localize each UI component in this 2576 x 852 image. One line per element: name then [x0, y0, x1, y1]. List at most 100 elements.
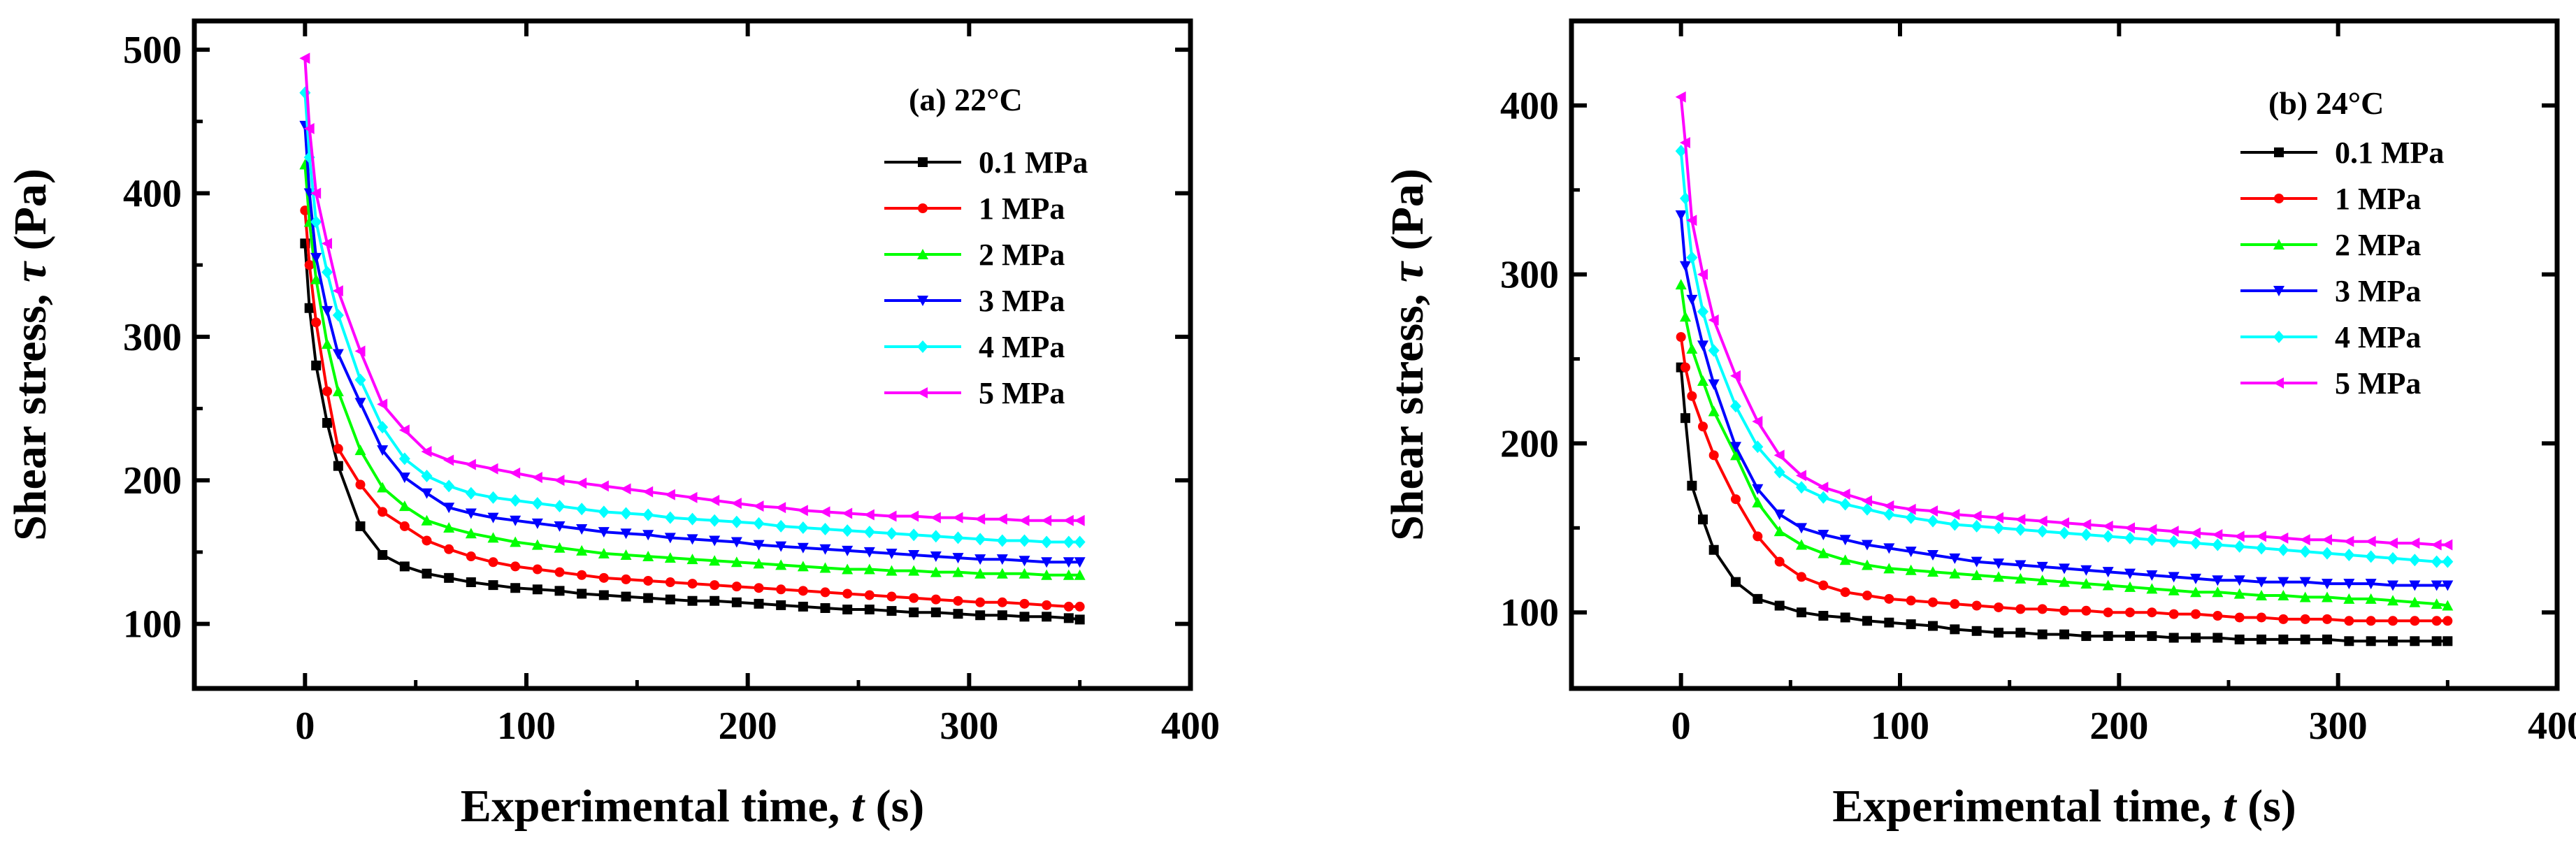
data-point	[1697, 375, 1708, 386]
y-axis-variable: τ	[5, 261, 56, 282]
data-point	[1752, 497, 1764, 508]
data-point	[2409, 537, 2420, 549]
data-point	[1796, 470, 1806, 482]
data-point	[1041, 557, 1053, 568]
data-point	[466, 577, 476, 588]
data-point	[354, 345, 366, 357]
data-point	[1839, 488, 1850, 500]
data-point	[1730, 442, 1741, 453]
data-point	[2146, 583, 2158, 594]
plot-frame	[192, 18, 1193, 691]
data-point	[399, 561, 410, 572]
data-point	[1698, 421, 1708, 432]
data-point	[2190, 527, 2201, 539]
data-point	[310, 215, 322, 229]
legend-marker	[2273, 377, 2284, 389]
data-point	[1796, 539, 1807, 550]
data-point	[443, 503, 455, 514]
data-point	[2388, 636, 2398, 647]
data-point	[1905, 564, 1917, 575]
data-point	[1971, 510, 1982, 522]
data-point	[532, 564, 542, 575]
y-axis-title-text: Shear stress,	[1382, 282, 1433, 541]
data-point	[1074, 514, 1085, 526]
data-point	[930, 594, 941, 605]
data-point	[2147, 631, 2157, 642]
data-point	[1019, 514, 1030, 526]
data-point	[2410, 636, 2420, 647]
data-point	[2278, 543, 2289, 556]
data-point	[554, 586, 565, 596]
data-point	[2442, 600, 2454, 611]
data-point	[842, 524, 854, 537]
data-point	[2388, 616, 2398, 626]
data-point	[1019, 556, 1030, 567]
data-point	[620, 528, 632, 540]
data-point	[664, 552, 676, 563]
series-0-1-mpa	[300, 238, 1085, 625]
data-point	[2233, 530, 2245, 542]
data-point	[2168, 572, 2180, 583]
data-point	[2015, 604, 2026, 614]
legend-label: 4 MPa	[2335, 320, 2421, 354]
data-point	[974, 568, 986, 579]
y-axis-unit: (Pa)	[5, 168, 56, 262]
data-point	[2168, 584, 2180, 595]
data-point	[687, 579, 698, 589]
data-point	[1905, 547, 1917, 558]
data-point	[1041, 569, 1053, 580]
data-point	[576, 544, 588, 556]
data-point	[1884, 617, 1894, 628]
data-point	[731, 582, 742, 592]
data-point	[310, 252, 322, 263]
series-3-mpa	[1675, 210, 2454, 591]
data-point	[1862, 503, 1873, 516]
data-point	[1074, 557, 1086, 568]
data-point	[2300, 634, 2310, 644]
data-point	[997, 610, 1007, 621]
data-point	[1906, 619, 1916, 630]
y-tick-label: 400	[1500, 85, 1559, 128]
data-point	[2037, 604, 2048, 614]
data-point	[1730, 400, 1741, 413]
data-point	[2365, 550, 2377, 563]
data-point	[974, 513, 986, 525]
data-point	[952, 531, 964, 544]
data-point	[465, 459, 476, 470]
data-point	[665, 577, 675, 588]
data-point	[2387, 537, 2398, 549]
data-point	[443, 454, 454, 466]
data-point	[2343, 593, 2355, 604]
data-point	[1019, 598, 1030, 609]
legend-marker	[917, 340, 928, 353]
data-point	[1862, 495, 1872, 507]
data-point	[1797, 572, 1806, 582]
y-axis-title: Shear stress, τ (Pa)	[1382, 168, 1433, 541]
data-point	[2015, 514, 2026, 526]
x-axis-variable: t	[851, 781, 865, 832]
data-point	[664, 489, 675, 500]
data-point	[863, 526, 875, 539]
series-4-mpa	[299, 86, 1086, 549]
data-point	[1839, 498, 1851, 511]
data-point	[1905, 511, 1917, 524]
x-axis-variable: t	[2223, 781, 2237, 832]
data-point	[996, 568, 1008, 579]
data-point	[775, 519, 787, 533]
data-point	[909, 593, 919, 603]
data-point	[820, 587, 830, 598]
data-point	[2409, 596, 2421, 607]
data-point	[2059, 517, 2069, 529]
data-point	[1708, 379, 1720, 390]
data-point	[1774, 556, 1785, 567]
y-tick-label: 300	[123, 316, 182, 359]
data-point	[2322, 634, 2332, 644]
data-point	[842, 507, 853, 519]
data-point	[299, 52, 310, 64]
data-point	[2124, 568, 2136, 579]
data-point	[398, 452, 410, 465]
data-point	[421, 470, 433, 483]
data-point	[598, 527, 610, 538]
x-axis-unit: (s)	[2236, 781, 2296, 832]
data-point	[819, 562, 831, 573]
